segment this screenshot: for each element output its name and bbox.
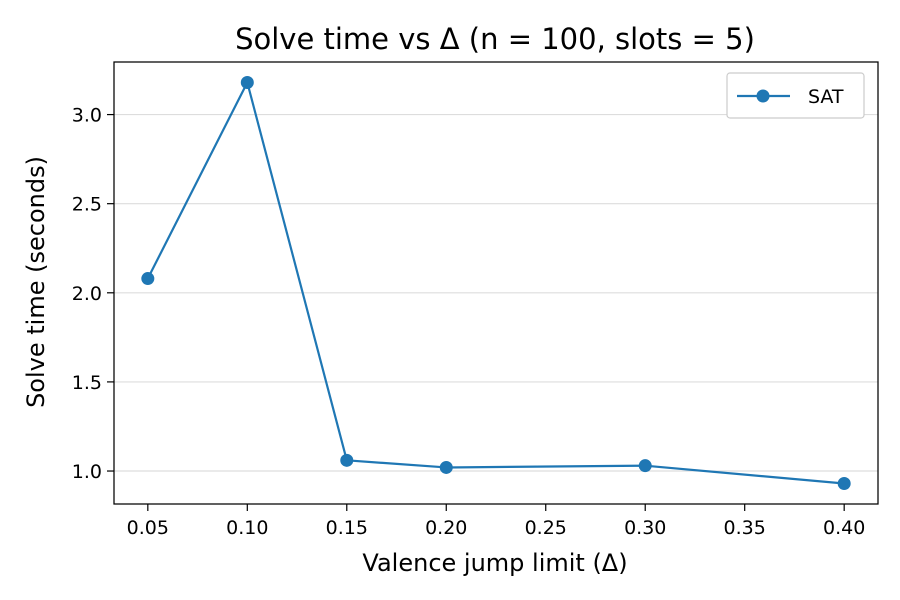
y-axis-label: Solve time (seconds) <box>22 156 50 408</box>
legend-marker <box>756 89 770 103</box>
x-tick-label: 0.15 <box>326 517 368 539</box>
grid <box>114 113 878 472</box>
plot-frame <box>113 61 879 505</box>
data-point <box>439 460 453 474</box>
y-tick-label: 2.5 <box>72 194 102 216</box>
x-tick-label: 0.40 <box>823 517 865 539</box>
x-tick-label: 0.10 <box>226 517 268 539</box>
x-tick-label: 0.25 <box>525 517 567 539</box>
y-tick-label: 3.0 <box>72 105 102 127</box>
ticks: 1.0 1.5 2.0 2.5 3.0 0.05 0.10 0.15 0.20 0.25 0.30 0… <box>72 105 866 539</box>
data-point <box>837 477 851 491</box>
chart-title: Solve time vs Δ (n = 100, slots = 5) <box>235 22 755 56</box>
y-tick-label: 1.0 <box>72 461 102 483</box>
y-tick-label: 1.5 <box>72 372 102 394</box>
x-tick-label: 0.35 <box>724 517 766 539</box>
data-point <box>240 75 254 89</box>
series-line-sat <box>146 81 845 485</box>
x-tick-label: 0.30 <box>624 517 666 539</box>
x-tick-label: 0.20 <box>425 517 467 539</box>
x-axis-label: Valence jump limit (Δ) <box>362 549 627 577</box>
series-layer <box>141 75 851 491</box>
legend-label-sat: SAT <box>808 86 844 108</box>
data-point <box>638 459 652 473</box>
data-point <box>141 272 155 286</box>
legend: SAT <box>726 72 865 119</box>
y-tick-label: 2.0 <box>72 283 102 305</box>
legend-box <box>726 72 865 119</box>
data-point <box>340 453 354 467</box>
x-tick-label: 0.05 <box>127 517 169 539</box>
